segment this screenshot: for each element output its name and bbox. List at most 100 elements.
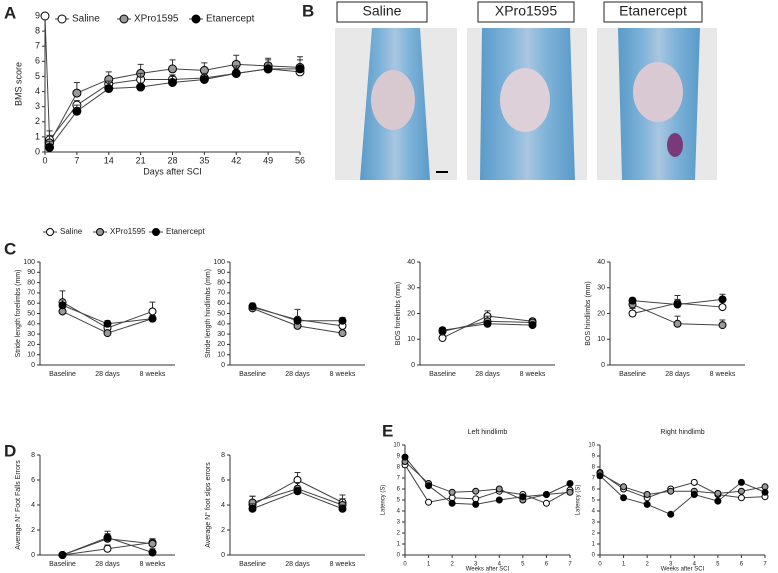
x-tick-label: 2 — [645, 562, 649, 568]
y-tick-label: 20 — [217, 341, 225, 348]
histology-saline — [335, 1, 457, 180]
x-tick-label: 7 — [763, 562, 767, 568]
x-tick-label: 4 — [693, 562, 697, 568]
marker — [148, 314, 157, 323]
x-tick-label: 6 — [545, 562, 549, 568]
y-tick-label: 1 — [592, 542, 596, 548]
marker — [737, 487, 745, 495]
y-tick-label: 7 — [397, 476, 401, 482]
y-tick-label: 30 — [217, 331, 225, 338]
y-axis-label: BOS hindlimbs (mm) — [585, 281, 592, 346]
x-axis-label: Weeks after SCI — [661, 567, 705, 573]
panel-letter: D — [4, 441, 16, 460]
y-tick-label: 10 — [588, 443, 595, 449]
marker — [566, 488, 574, 496]
marker — [103, 533, 112, 542]
y-tick-label: 80 — [27, 279, 35, 286]
histology-label: Saline — [363, 3, 402, 19]
x-tick-label: 8 weeks — [330, 371, 356, 378]
y-axis-label: Average N° Foot Falls Errors — [14, 460, 22, 550]
y-tick-label: 2 — [35, 116, 40, 126]
legend-label: Etanercept — [206, 14, 255, 25]
marker — [103, 319, 112, 328]
marker — [248, 302, 257, 311]
x-axis-label: Weeks after SCI — [466, 567, 510, 573]
marker — [148, 548, 157, 557]
y-tick-label: 9 — [397, 454, 401, 460]
y-tick-label: 0 — [31, 362, 35, 369]
y-tick-label: 7 — [35, 41, 40, 51]
histology-etanercept — [597, 1, 717, 180]
x-tick-label: 8 weeks — [140, 371, 166, 378]
marker — [718, 295, 727, 304]
marker — [438, 326, 447, 335]
y-tick-label: 4 — [35, 86, 40, 96]
series-line — [404, 464, 571, 504]
y-axis-label: BOS forelimbs (mm) — [395, 282, 402, 345]
x-tick-label: 8 weeks — [710, 371, 736, 378]
y-tick-label: 1 — [35, 131, 40, 141]
x-tick-label: 1 — [622, 562, 626, 568]
y-tick-label: 30 — [597, 285, 605, 292]
y-tick-label: 8 — [592, 465, 596, 471]
x-tick-label: Baseline — [619, 371, 646, 378]
legend-label: Etanercept — [166, 227, 205, 236]
x-tick-label: 28 days — [95, 561, 120, 568]
legend-label: Saline — [72, 14, 100, 25]
x-tick-label: Baseline — [49, 561, 76, 568]
marker — [495, 496, 503, 504]
y-tick-label: 10 — [393, 443, 400, 449]
marker — [620, 494, 628, 502]
panel-letter: A — [4, 3, 16, 22]
y-tick-label: 8 — [31, 452, 35, 459]
marker — [542, 499, 550, 507]
legend-label: XPro1595 — [110, 227, 146, 236]
x-tick-label: 8 weeks — [140, 561, 166, 568]
x-tick-label: 5 — [521, 562, 525, 568]
x-tick-label: 49 — [263, 155, 273, 165]
marker — [231, 68, 241, 78]
x-tick-label: 28 days — [285, 561, 310, 568]
legend-label: Saline — [60, 227, 83, 236]
marker — [667, 510, 675, 518]
x-tick-label: 42 — [231, 155, 241, 165]
y-tick-label: 4 — [31, 502, 35, 509]
marker — [596, 472, 604, 480]
x-tick-label: 28 days — [285, 371, 310, 378]
y-tick-label: 3 — [397, 520, 401, 526]
marker — [737, 478, 745, 486]
x-tick-label: Baseline — [49, 371, 76, 378]
y-tick-label: 50 — [217, 310, 225, 317]
marker — [425, 482, 433, 490]
y-tick-label: 3 — [592, 520, 596, 526]
y-tick-label: 0 — [221, 362, 225, 369]
y-tick-label: 5 — [397, 498, 401, 504]
x-tick-label: Baseline — [429, 371, 456, 378]
x-tick-label: 56 — [295, 155, 305, 165]
y-axis-label: Average N° foot slips errors — [204, 462, 212, 548]
legend-marker — [152, 228, 160, 236]
marker — [168, 77, 177, 87]
legend-marker — [191, 14, 201, 24]
y-tick-label: 90 — [217, 269, 225, 276]
marker — [148, 307, 157, 316]
y-tick-label: 6 — [592, 487, 596, 493]
panel-letter: E — [382, 421, 393, 440]
y-tick-label: 9 — [35, 10, 40, 20]
y-tick-label: 0 — [397, 553, 401, 559]
y-tick-label: 2 — [592, 531, 596, 537]
y-tick-label: 10 — [407, 336, 415, 343]
series-line — [404, 461, 571, 501]
legend-label: XPro1595 — [134, 14, 179, 25]
x-tick-label: 7 — [74, 155, 79, 165]
x-tick-label: 6 — [740, 562, 744, 568]
x-tick-label: 3 — [669, 562, 673, 568]
marker — [673, 319, 682, 328]
marker — [425, 498, 433, 506]
series-line — [404, 456, 571, 505]
x-tick-label: 14 — [104, 155, 114, 165]
y-axis-label: Stride length hindlimbs (mm) — [205, 269, 212, 358]
x-tick-label: 28 days — [475, 371, 500, 378]
marker — [295, 64, 305, 74]
